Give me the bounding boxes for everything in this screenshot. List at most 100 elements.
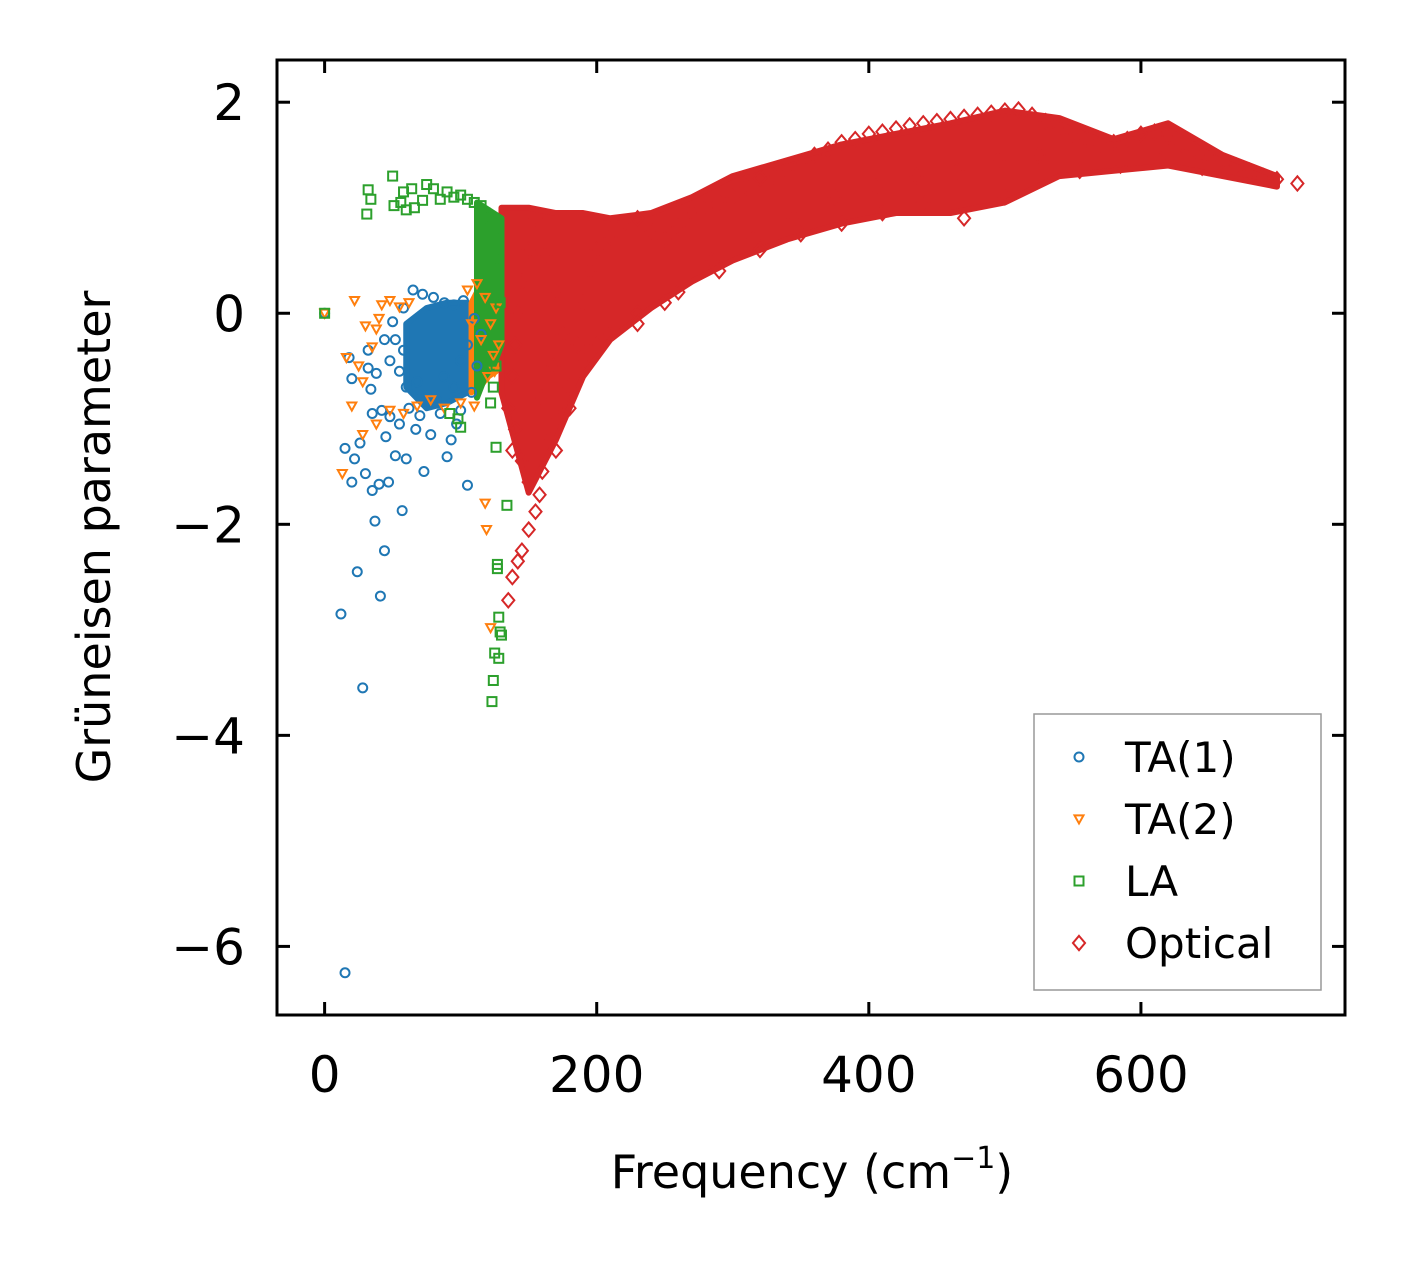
- point-la: [444, 408, 456, 420]
- point-ta-2: [461, 285, 474, 297]
- legend-label-optical: Optical: [1125, 919, 1273, 968]
- point-optical: [643, 222, 659, 240]
- point-optical: [888, 119, 904, 138]
- point-ta-1: [448, 299, 460, 311]
- point-optical: [956, 209, 972, 227]
- point-ta-1: [441, 451, 453, 463]
- y-axis-label: Grüneisen parameter: [67, 290, 121, 783]
- point-optical: [1119, 130, 1135, 148]
- x-tick-label: 400: [821, 1046, 916, 1104]
- point-optical: [514, 541, 530, 560]
- point-optical: [793, 154, 809, 173]
- point-optical: [505, 441, 520, 460]
- point-ta-2: [359, 321, 372, 333]
- point-optical: [793, 225, 809, 243]
- point-la: [448, 191, 460, 203]
- point-optical: [657, 230, 673, 249]
- point-la: [406, 183, 418, 195]
- x-axis-label-superscript: −1: [951, 1141, 995, 1176]
- point-optical: [548, 441, 564, 460]
- point-optical: [1174, 135, 1190, 154]
- point-ta-2: [345, 401, 359, 413]
- point-ta-1: [349, 453, 361, 465]
- point-ta-1: [370, 367, 382, 379]
- point-ta-1: [403, 402, 415, 414]
- legend-label-la: LA: [1125, 857, 1178, 906]
- point-ta-1: [389, 334, 401, 346]
- point-ta-2: [488, 366, 501, 378]
- point-ta-2: [454, 398, 467, 410]
- point-optical: [582, 262, 598, 280]
- point-optical: [1201, 146, 1217, 164]
- point-optical: [507, 336, 523, 354]
- point-optical: [630, 304, 645, 322]
- point-optical: [752, 169, 768, 187]
- point-optical: [956, 108, 972, 126]
- point-la: [461, 193, 473, 205]
- point-ta-1: [373, 478, 385, 490]
- scatter-points: [318, 100, 1305, 979]
- point-optical: [528, 502, 543, 521]
- point-ta-2: [383, 295, 397, 308]
- point-ta-1: [374, 590, 386, 602]
- point-optical: [551, 410, 566, 428]
- point-ta-2: [340, 352, 353, 365]
- legend-label-ta-2: TA(2): [1124, 795, 1236, 844]
- point-optical: [820, 140, 836, 159]
- y-tick-label: 2: [213, 74, 245, 132]
- point-optical: [548, 283, 564, 301]
- point-ta-2: [393, 302, 406, 314]
- point-optical: [711, 193, 727, 212]
- point-optical: [589, 241, 605, 259]
- point-optical: [1092, 135, 1108, 154]
- point-ta-2: [370, 324, 383, 336]
- point-ta-1: [335, 608, 347, 620]
- point-ta-2: [478, 498, 492, 510]
- point-ta-2: [370, 419, 383, 431]
- point-optical: [698, 199, 713, 217]
- point-optical: [602, 228, 618, 246]
- point-la: [490, 441, 502, 453]
- point-ta-1: [384, 411, 396, 423]
- point-la: [489, 647, 501, 659]
- y-tick-label: 0: [213, 285, 245, 343]
- point-optical: [1290, 174, 1305, 193]
- point-optical: [657, 294, 673, 312]
- point-la: [487, 674, 499, 686]
- point-optical: [1133, 125, 1149, 143]
- point-optical: [1079, 130, 1094, 148]
- point-la: [387, 170, 399, 182]
- point-optical: [1256, 167, 1271, 185]
- point-optical: [983, 104, 999, 122]
- point-optical: [834, 133, 849, 152]
- point-la: [408, 202, 420, 214]
- y-tick-label: −4: [171, 707, 245, 765]
- point-optical: [943, 110, 958, 128]
- point-optical: [827, 188, 843, 206]
- point-optical: [1269, 170, 1285, 188]
- point-ta-2: [470, 279, 484, 291]
- point-ta-2: [492, 340, 505, 352]
- point-ta-1: [461, 479, 473, 491]
- point-optical: [834, 214, 849, 233]
- point-la: [491, 563, 503, 575]
- point-ta-1: [427, 291, 439, 303]
- point-optical: [711, 262, 727, 280]
- point-ta-1: [445, 434, 457, 446]
- point-ta-1: [393, 365, 405, 377]
- point-la: [494, 297, 506, 309]
- point-ta-2: [478, 292, 492, 304]
- point-optical: [630, 209, 645, 227]
- point-ta-2: [356, 430, 369, 442]
- point-la: [417, 194, 429, 206]
- plot-frame: [275, 58, 1347, 1017]
- point-optical: [510, 304, 526, 322]
- point-optical: [902, 116, 917, 135]
- x-tick-label: 0: [309, 1046, 341, 1104]
- point-ta-2: [481, 371, 495, 384]
- point-optical: [1153, 151, 1169, 169]
- point-ta-2: [352, 361, 365, 373]
- point-optical: [541, 431, 557, 449]
- point-optical: [1215, 151, 1230, 169]
- point-optical: [1072, 162, 1088, 180]
